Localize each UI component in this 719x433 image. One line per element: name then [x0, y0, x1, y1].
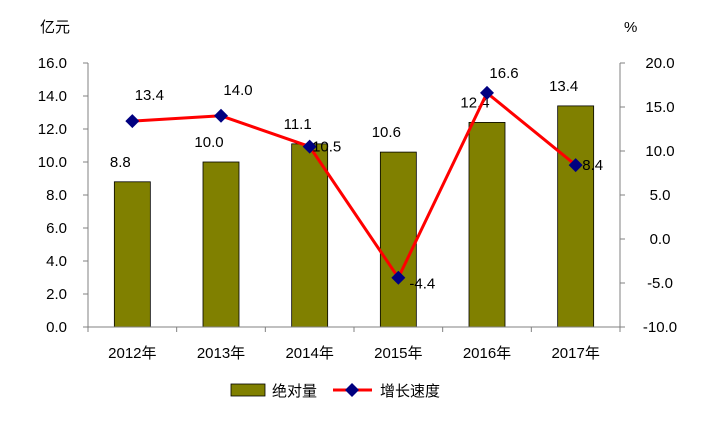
left-axis-tick-label: 6.0 — [46, 220, 67, 237]
bar-data-label: 8.8 — [110, 154, 131, 171]
growth-marker — [480, 85, 494, 100]
legend-bar-swatch — [230, 383, 266, 397]
bar — [291, 143, 329, 328]
x-axis-tick-label: 2015年 — [374, 345, 422, 362]
bar — [557, 105, 595, 328]
bar — [113, 181, 151, 328]
right-axis-tick-label: -10.0 — [643, 319, 677, 336]
bar — [379, 151, 417, 328]
growth-marker — [214, 108, 228, 123]
growth-marker — [302, 139, 317, 154]
right-axis-tick-label: 10.0 — [645, 143, 674, 160]
growth-line — [132, 91, 577, 280]
left-axis-unit: 亿元 — [40, 19, 70, 36]
legend-line-label: 增长速度 — [380, 382, 440, 400]
legend-bar-label: 绝对量 — [272, 382, 317, 400]
legend-line-marker — [345, 383, 359, 397]
bar-data-label: 10.6 — [372, 124, 401, 141]
x-axis-tick-label: 2013年 — [197, 345, 245, 362]
growth-marker — [391, 270, 406, 285]
line-data-label: 8.4 — [582, 157, 603, 174]
x-axis-tick-label: 2016年 — [463, 345, 511, 362]
growth-marker — [568, 158, 583, 173]
bar-data-label: 12.4 — [460, 94, 489, 111]
left-axis-tick-label: 0.0 — [46, 319, 67, 336]
right-axis-tick-label: -5.0 — [647, 275, 673, 292]
right-axis-tick-label: 5.0 — [650, 187, 671, 204]
left-axis-tick-label: 10.0 — [38, 154, 67, 171]
line-data-label: 10.5 — [312, 139, 341, 156]
plot-area: 0.0 2.0 4.0 6.0 8.0 10.0 12.0 14.0 16.0 -10.0 -5.0… — [38, 55, 677, 362]
bar — [468, 122, 506, 328]
line-data-label: 16.6 — [489, 65, 518, 82]
bar-data-label: 11.1 — [284, 116, 312, 133]
legend: 绝对量 增长速度 — [230, 382, 440, 400]
left-axis-tick-label: 4.0 — [46, 253, 67, 270]
line-data-label: 14.0 — [223, 82, 252, 99]
left-axis-tick-label: 14.0 — [38, 88, 67, 105]
right-axis-tick-label: 0.0 — [650, 231, 671, 248]
left-axis-tick-label: 2.0 — [46, 286, 67, 303]
x-axis-tick-label: 2012年 — [108, 345, 156, 362]
bar-data-label: 10.0 — [194, 134, 223, 151]
right-axis-tick-label: 15.0 — [645, 99, 674, 116]
right-axis-unit: % — [624, 19, 637, 36]
right-axis-tick-label: 20.0 — [645, 55, 674, 72]
x-axis-tick-label: 2017年 — [551, 345, 599, 362]
bar — [202, 161, 240, 328]
growth-marker — [125, 114, 140, 129]
bar-data-label: 13.4 — [549, 78, 578, 95]
line-data-label: -4.4 — [409, 276, 435, 293]
left-axis-tick-label: 16.0 — [38, 55, 67, 72]
left-axis-tick-label: 12.0 — [38, 121, 67, 138]
x-axis-tick-label: 2014年 — [285, 345, 333, 362]
line-data-label: 13.4 — [135, 87, 164, 104]
left-axis-tick-label: 8.0 — [46, 187, 67, 204]
